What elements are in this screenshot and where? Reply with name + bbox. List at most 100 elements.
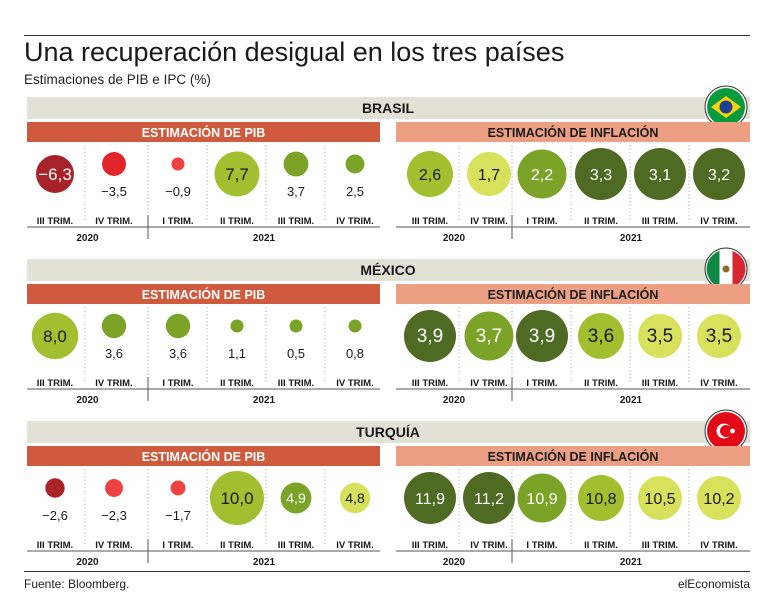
brand-logo-text: elEconomista <box>677 577 750 591</box>
year-label: 2021 <box>620 395 643 406</box>
year-label: 2021 <box>620 557 643 568</box>
inflation-bubble <box>575 148 627 200</box>
pib-bubble <box>280 482 312 514</box>
pib-bubble <box>289 319 303 333</box>
inflation-bubble <box>638 476 682 520</box>
pib-bubble <box>102 152 126 176</box>
quarter-label: II TRIM. <box>220 378 254 389</box>
inflation-value-label: 3,9 <box>529 326 555 347</box>
quarter-label: IV TRIM. <box>95 540 132 551</box>
quarter-label: II TRIM. <box>584 378 618 389</box>
inflation-bubble <box>464 311 514 361</box>
quarter-label: IV TRIM. <box>700 216 737 227</box>
quarter-label: I TRIM. <box>162 216 193 227</box>
inflation-value-label: 3,1 <box>649 167 671 184</box>
pib-value-label: 7,7 <box>225 165 249 184</box>
pib-band-label: ESTIMACIÓN DE PIB <box>142 287 266 302</box>
pib-value-label: 0,5 <box>287 346 305 361</box>
mexico-flag-red <box>732 251 746 287</box>
quarter-label: III TRIM. <box>37 378 73 389</box>
inflation-band <box>396 446 750 466</box>
quarter-label: IV TRIM. <box>470 540 507 551</box>
quarter-label: I TRIM. <box>526 216 557 227</box>
quarter-label: II TRIM. <box>584 540 618 551</box>
quarter-label: III TRIM. <box>278 216 314 227</box>
quarter-label: III TRIM. <box>278 378 314 389</box>
pib-value-label: 3,7 <box>287 184 305 199</box>
pib-value-label: −6,3 <box>38 165 72 184</box>
inflation-band-label: ESTIMACIÓN DE INFLACIÓN <box>488 449 659 464</box>
year-label: 2020 <box>76 557 99 568</box>
pib-value-label: −3,5 <box>101 184 127 199</box>
country-band <box>27 259 750 281</box>
turkey-flag-star <box>730 428 735 434</box>
page-subtitle: Estimaciones de PIB e IPC (%) <box>24 72 211 87</box>
pib-band <box>27 284 380 304</box>
quarter-label: II TRIM. <box>220 216 254 227</box>
inflation-bubble <box>517 149 567 199</box>
year-label: 2021 <box>620 233 643 244</box>
pib-band-label: ESTIMACIÓN DE PIB <box>142 125 266 140</box>
inflation-value-label: 3,7 <box>476 326 502 347</box>
pib-bubble <box>45 478 65 498</box>
quarter-label: I TRIM. <box>526 540 557 551</box>
inflation-bubble <box>404 472 456 524</box>
mexico-flag-green <box>706 251 720 287</box>
inflation-value-label: 3,6 <box>588 326 614 347</box>
inflation-bubble <box>467 152 511 196</box>
quarter-label: I TRIM. <box>162 540 193 551</box>
year-label: 2021 <box>253 557 276 568</box>
quarter-label: IV TRIM. <box>336 216 373 227</box>
inflation-value-label: 1,7 <box>478 167 500 184</box>
inflation-value-label: 10,8 <box>585 491 616 508</box>
inflation-band <box>396 284 750 304</box>
inflation-bubble <box>404 310 456 362</box>
quarter-label: III TRIM. <box>37 540 73 551</box>
brazil-flag-globe <box>719 100 733 114</box>
year-label: 2020 <box>76 395 99 406</box>
pib-value-label: 0,8 <box>346 346 364 361</box>
quarter-label: IV TRIM. <box>95 216 132 227</box>
quarter-label: III TRIM. <box>278 540 314 551</box>
country-band <box>27 421 750 443</box>
inflation-value-label: 3,2 <box>708 167 730 184</box>
year-label: 2020 <box>443 395 466 406</box>
inflation-bubble <box>693 148 745 200</box>
inflation-band <box>396 122 750 142</box>
quarter-label: I TRIM. <box>526 378 557 389</box>
pib-bubble <box>210 471 264 525</box>
quarter-label: IV TRIM. <box>336 540 373 551</box>
pib-bubble <box>339 482 371 514</box>
inflation-band-label: ESTIMACIÓN DE INFLACIÓN <box>488 287 659 302</box>
inflation-value-label: 11,9 <box>415 491 445 508</box>
top-rule <box>24 35 750 36</box>
pib-value-label: 8,0 <box>43 327 67 346</box>
inflation-value-label: 11,2 <box>474 491 504 508</box>
pib-bubble <box>165 313 191 339</box>
inflation-value-label: 3,3 <box>590 167 612 184</box>
year-label: 2020 <box>443 557 466 568</box>
year-label: 2021 <box>253 233 276 244</box>
quarter-label: IV TRIM. <box>336 378 373 389</box>
pib-value-label: −1,7 <box>165 508 191 523</box>
pib-bubble <box>101 313 127 339</box>
pib-bubble <box>170 480 186 496</box>
inflation-bubble <box>697 314 741 358</box>
quarter-label: III TRIM. <box>412 216 448 227</box>
pib-value-label: 2,5 <box>346 184 364 199</box>
inflation-value-label: 2,2 <box>531 167 553 184</box>
inflation-value-label: 2,6 <box>419 167 441 184</box>
quarter-label: III TRIM. <box>642 216 678 227</box>
inflation-bubble <box>634 148 686 200</box>
inflation-bubble <box>407 151 453 197</box>
pib-value-label: 4,8 <box>345 490 365 506</box>
source-note: Fuente: Bloomberg. <box>24 577 130 591</box>
pib-band <box>27 446 380 466</box>
quarter-label: II TRIM. <box>584 216 618 227</box>
quarter-label: IV TRIM. <box>700 540 737 551</box>
inflation-value-label: 10,5 <box>644 491 675 508</box>
country-name: TURQUÍA <box>356 424 420 440</box>
pib-value-label: −2,6 <box>42 508 68 523</box>
country-name: BRASIL <box>362 100 415 116</box>
quarter-label: III TRIM. <box>412 378 448 389</box>
